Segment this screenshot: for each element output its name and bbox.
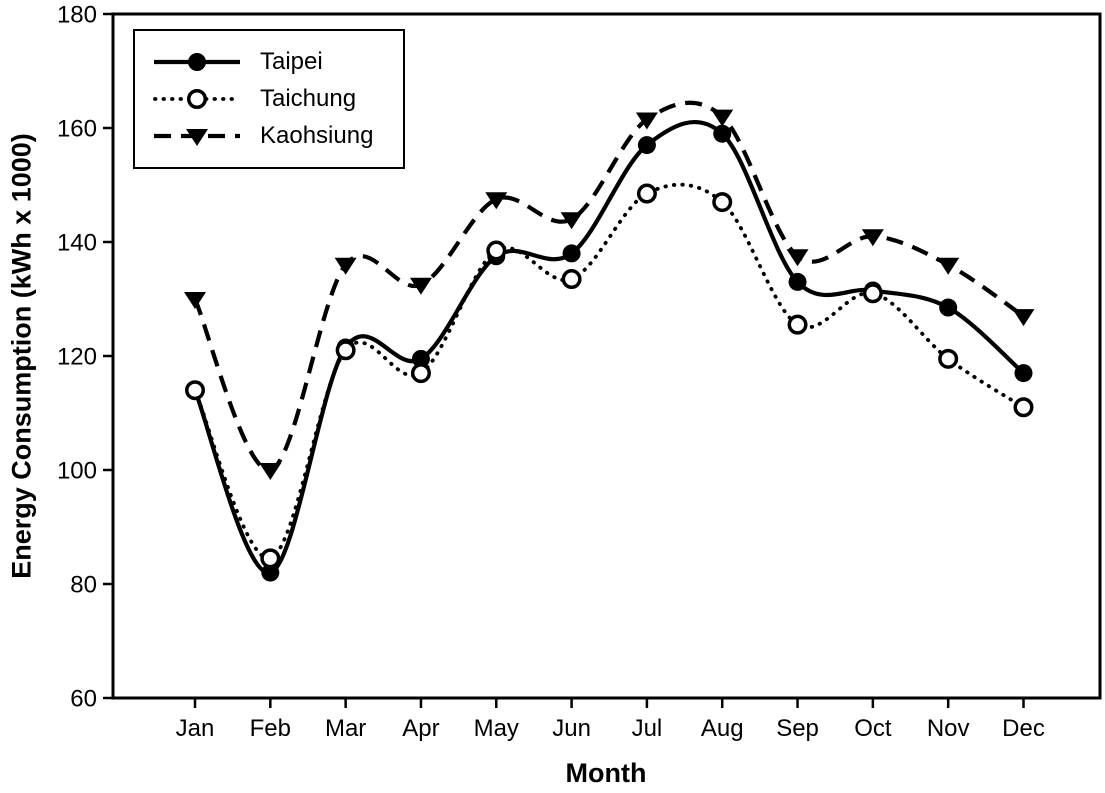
marker-taichung bbox=[636, 183, 657, 204]
legend-solid-line-filled-circle-icon bbox=[154, 53, 240, 71]
marker-kaohsiung bbox=[409, 277, 432, 295]
marker-taichung bbox=[787, 314, 808, 335]
x-tick-label: Dec bbox=[1002, 715, 1045, 742]
legend-item-kaohsiung: Kaohsiung bbox=[152, 121, 403, 151]
x-tick-label: May bbox=[474, 715, 519, 742]
legend-item-taichung: Taichung bbox=[152, 84, 403, 114]
marker-taichung bbox=[486, 240, 507, 261]
marker-taichung bbox=[561, 269, 582, 290]
marker-kaohsiung bbox=[334, 257, 357, 275]
marker-taichung bbox=[335, 340, 356, 361]
legend-dashed-line-triangle-icon bbox=[154, 129, 240, 146]
y-tick-label: 60 bbox=[70, 686, 97, 713]
x-tick-label: Apr bbox=[402, 715, 439, 742]
y-tick-label: 100 bbox=[57, 458, 97, 485]
x-tick-label: Feb bbox=[250, 715, 291, 742]
legend-item-taipei: Taipei bbox=[152, 47, 403, 77]
marker-taichung bbox=[410, 363, 431, 384]
y-axis-title: Energy Consumption (kWh x 1000) bbox=[6, 133, 37, 579]
x-tick-label: Aug bbox=[701, 715, 744, 742]
y-tick-label: 120 bbox=[57, 344, 97, 371]
x-tick-label: Mar bbox=[325, 715, 366, 742]
marker-taipei bbox=[261, 563, 280, 582]
x-tick-label: Jul bbox=[632, 715, 663, 742]
marker-taichung bbox=[938, 348, 959, 369]
marker-taichung bbox=[185, 380, 205, 401]
marker-taipei bbox=[939, 298, 958, 317]
y-tick-label: 160 bbox=[57, 116, 97, 143]
marker-kaohsiung bbox=[259, 463, 282, 480]
x-tick-label: Jun bbox=[552, 715, 591, 742]
marker-kaohsiung bbox=[711, 109, 734, 127]
x-tick-label: Nov bbox=[927, 715, 970, 742]
marker-kaohsiung bbox=[1012, 309, 1035, 327]
x-tick-label: Oct bbox=[854, 715, 892, 742]
legend: Taipei Taichung Kaohsiung bbox=[133, 29, 405, 169]
y-tick-label: 180 bbox=[57, 2, 97, 29]
marker-kaohsiung bbox=[485, 192, 508, 210]
marker-kaohsiung bbox=[635, 112, 658, 130]
marker-taipei bbox=[562, 244, 581, 263]
marker-taipei bbox=[788, 272, 807, 291]
marker-taichung bbox=[712, 192, 733, 213]
marker-taichung bbox=[1013, 397, 1034, 418]
legend-label-taichung: Taichung bbox=[260, 85, 357, 112]
legend-dotted-line-open-circle-icon bbox=[153, 89, 242, 109]
x-tick-label: Jan bbox=[176, 715, 215, 742]
marker-taipei bbox=[411, 349, 430, 368]
legend-label-kaohsiung: Kaohsiung bbox=[260, 122, 374, 149]
marker-kaohsiung bbox=[786, 249, 809, 267]
marker-kaohsiung bbox=[184, 292, 206, 309]
marker-kaohsiung bbox=[560, 212, 583, 230]
marker-kaohsiung bbox=[937, 257, 960, 275]
marker-taipei bbox=[637, 136, 656, 155]
series-line-taipei bbox=[193, 120, 1025, 575]
marker-taichung bbox=[260, 548, 281, 569]
y-tick-label: 80 bbox=[70, 572, 97, 599]
marker-taipei bbox=[1014, 364, 1033, 383]
x-tick-label: Sep bbox=[776, 715, 819, 742]
x-axis-title: Month bbox=[565, 758, 647, 788]
marker-kaohsiung bbox=[861, 229, 884, 247]
legend-label-taipei: Taipei bbox=[260, 48, 323, 75]
marker-taipei bbox=[713, 124, 732, 143]
y-tick-label: 140 bbox=[57, 230, 97, 257]
marker-taichung bbox=[862, 283, 883, 304]
